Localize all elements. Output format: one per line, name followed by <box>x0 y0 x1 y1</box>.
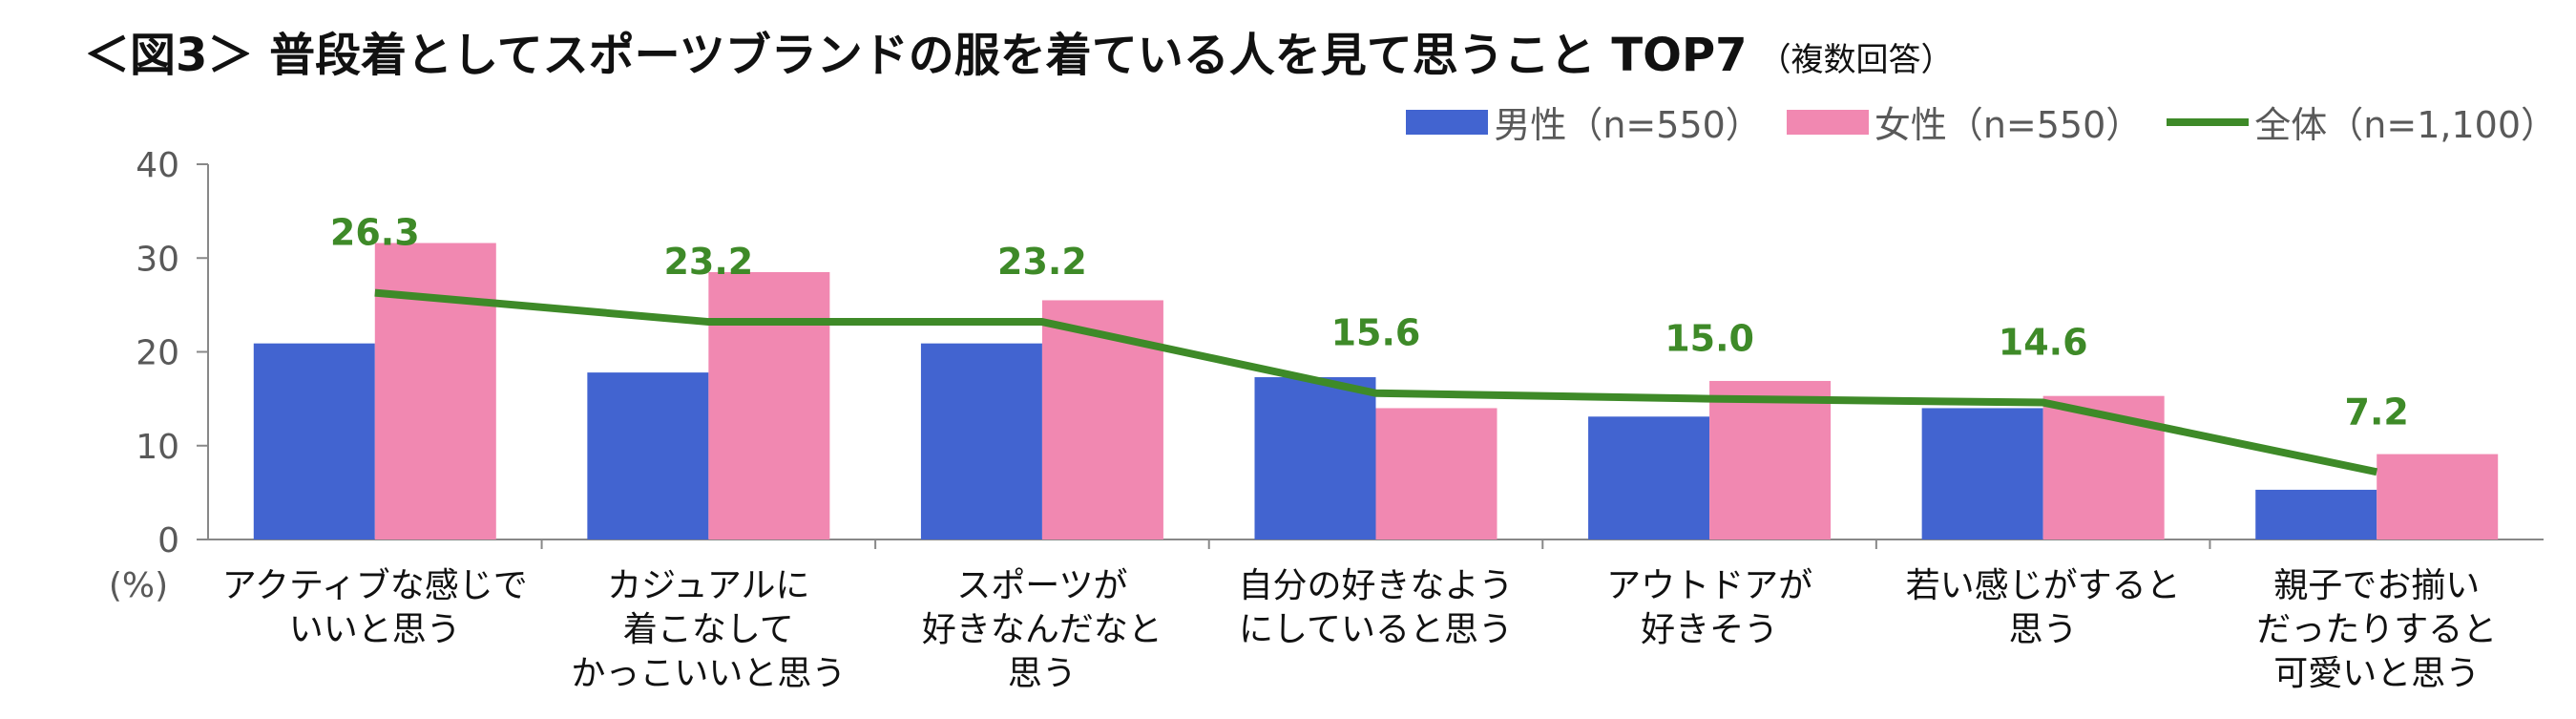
legend-label-female: 女性（n=550） <box>1874 104 2143 146</box>
bar-female <box>708 271 830 539</box>
x-category-label: にしていると思う <box>1239 610 1513 649</box>
line-total <box>374 288 2378 476</box>
x-category-label: カジュアルに <box>607 566 809 605</box>
bar-male <box>2255 489 2377 539</box>
x-category-label: スポーツが <box>956 566 1127 605</box>
data-label-total: 15.6 <box>1331 312 1421 354</box>
bar-female <box>2377 454 2499 539</box>
chart-title-sub: （複数回答） <box>1758 41 1954 79</box>
data-label-total: 15.0 <box>1665 318 1754 360</box>
data-label-total: 7.2 <box>2345 391 2409 433</box>
x-category-label: 親子でお揃い <box>2273 566 2480 605</box>
x-category-label: いいと思う <box>289 610 461 649</box>
data-label-total: 14.6 <box>1999 322 2088 364</box>
x-category-label: 好きなんだなと <box>922 610 1162 649</box>
x-category-label: 思う <box>1008 654 1077 693</box>
legend-label-total: 全体（n=1,100） <box>2254 104 2557 146</box>
y-tick-label: 20 <box>136 334 179 373</box>
chart-title: ＜図3＞ 普段着としてスポーツブランドの服を着ている人を見て思うこと TOP7 （… <box>84 17 1954 84</box>
data-label-total: 23.2 <box>663 241 753 283</box>
x-category-label: 好きそう <box>1641 610 1778 649</box>
y-tick-label: 40 <box>136 146 179 185</box>
legend-label-male: 男性（n=550） <box>1494 104 1762 146</box>
chart-title-main: ＜図3＞ 普段着としてスポーツブランドの服を着ている人を見て思うこと TOP7 <box>84 29 1748 82</box>
x-category-label: 着こなして <box>623 610 794 649</box>
legend-swatch-male <box>1406 109 1489 135</box>
x-category-label: だったりすると <box>2256 610 2497 649</box>
y-tick-label: 0 <box>157 521 179 560</box>
legend-item-male: 男性（n=550） <box>1406 95 1762 148</box>
data-label-total: 23.2 <box>997 241 1087 283</box>
x-category-label: 若い感じがすると <box>1906 566 2181 605</box>
bar-male <box>920 343 1042 539</box>
legend-swatch-female <box>1786 109 1869 135</box>
legend-item-total: 全体（n=1,100） <box>2167 95 2557 148</box>
y-unit-label: (%) <box>109 566 168 605</box>
x-category-label: 可愛いと思う <box>2273 654 2480 693</box>
bar-male <box>253 343 375 539</box>
x-category-label: アクティブな感じで <box>222 566 528 605</box>
y-tick-label: 30 <box>136 240 179 279</box>
bar-female <box>374 243 496 539</box>
legend-item-female: 女性（n=550） <box>1786 95 2143 148</box>
bar-male <box>1921 408 2043 539</box>
x-category-label: 思う <box>2009 610 2078 649</box>
x-category-label: アウトドアが <box>1606 566 1812 605</box>
legend-swatch-total <box>2167 117 2250 126</box>
bar-male <box>1588 416 1710 539</box>
bar-female <box>1375 408 1497 539</box>
x-category-label: かっこいいと思う <box>571 654 846 693</box>
bar-male <box>587 372 709 539</box>
legend: 男性（n=550） 女性（n=550） 全体（n=1,100） <box>1381 95 2557 148</box>
bar-male <box>1254 377 1376 539</box>
x-category-label: 自分の好きなよう <box>1238 566 1513 605</box>
y-tick-label: 10 <box>136 428 179 467</box>
data-label-total: 26.3 <box>330 212 420 254</box>
bar-female <box>1709 380 1832 539</box>
